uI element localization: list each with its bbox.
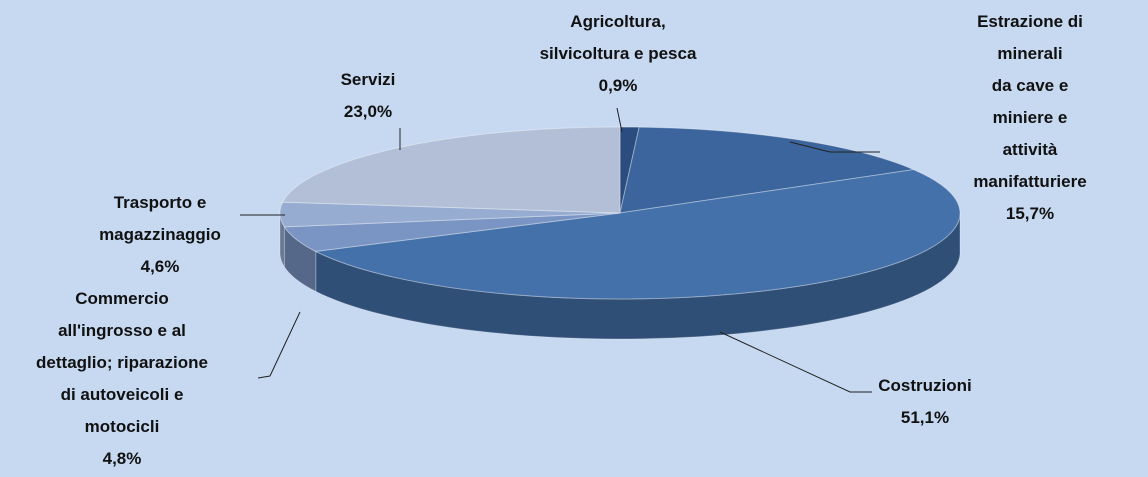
slice [314,169,961,300]
label-value: 0,9% [598,76,638,95]
slice [281,126,621,214]
label-value: 51,1% [900,408,950,427]
label-value: 15,7% [1005,204,1055,223]
label-name: Estrazione di minerali da cave e miniere… [973,12,1087,191]
data-label: Agricoltura, silvicoltura e pesca 0,9% [540,6,697,102]
label-value: 4,8% [102,449,142,468]
data-label: Estrazione di minerali da cave e miniere… [971,6,1089,230]
data-label: Commercio all'ingrosso e al dettaglio; r… [36,283,208,475]
slice [619,126,916,214]
data-label: Costruzioni 51,1% [878,370,972,434]
label-name: Commercio all'ingrosso e al dettaglio; r… [36,289,208,436]
data-label: Trasporto e magazzinaggio 4,6% [99,187,221,283]
label-name: Agricoltura, silvicoltura e pesca [539,12,697,63]
slice [283,212,621,252]
label-value: 23,0% [343,102,393,121]
slice [619,126,640,214]
label-value: 4,6% [140,257,180,276]
label-name: Servizi [340,70,396,89]
slice-side [315,212,961,340]
leader-line [789,141,880,153]
leader-line [719,331,872,393]
slice [279,201,621,228]
leader-line [616,107,623,133]
data-label: Servizi 23,0% [341,64,396,128]
label-name: Costruzioni [878,376,972,395]
label-name: Trasporto e magazzinaggio [99,193,221,244]
leader-line [257,311,301,379]
